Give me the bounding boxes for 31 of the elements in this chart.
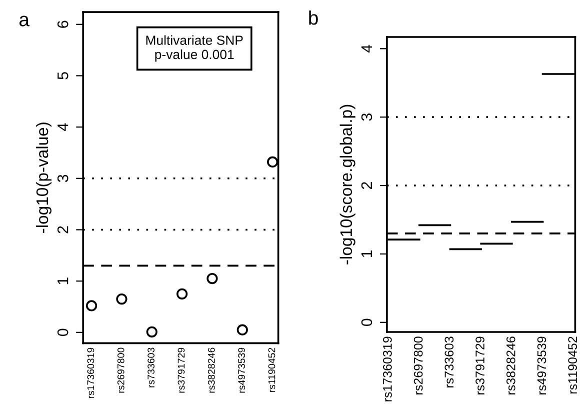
- x-tick-label: rs3828246: [506, 336, 516, 394]
- y-tick-label: 3: [57, 174, 68, 182]
- y-tick-label: 0: [57, 328, 68, 336]
- y-tick-label: 4: [361, 44, 372, 53]
- x-tick-label: rs4973539: [238, 348, 246, 393]
- y-tick-label: 0: [361, 318, 372, 326]
- x-tick-label: rs1190452: [268, 348, 276, 392]
- y-tick-label: 4: [58, 123, 68, 131]
- x-tick-label: rs3791729: [476, 336, 484, 394]
- y-tick-label: 1: [58, 278, 68, 284]
- y-tick-label: 5: [58, 72, 68, 80]
- annotation: Multivariate SNP p-value 0.001: [146, 35, 243, 62]
- x-tick-label: rs3791729: [178, 348, 185, 393]
- x-tick-label: rs1190452: [568, 336, 578, 394]
- x-tick-label: rs733603: [148, 348, 154, 388]
- chart-title: a: [19, 16, 30, 26]
- x-tick-label: rs17360319: [87, 348, 94, 398]
- x-tick-label: rs17360319: [382, 336, 392, 402]
- y-tick-label: 2: [361, 182, 372, 189]
- y-axis-title: -log10(p-value): [36, 122, 52, 233]
- chart-title: b: [309, 10, 318, 25]
- x-tick-label: rs2697800: [414, 336, 423, 394]
- x-tick-label: rs4973539: [537, 336, 546, 394]
- y-tick-label: 3: [361, 114, 372, 121]
- x-tick-label: rs2697800: [117, 348, 124, 393]
- y-axis-title: -log10(score.global.p): [340, 104, 356, 264]
- x-tick-label: rs733603: [444, 336, 454, 388]
- y-tick-label: 2: [57, 226, 68, 234]
- y-tick-label: 6: [57, 20, 68, 28]
- y-tick-label: 1: [361, 250, 372, 258]
- x-tick-label: rs3828246: [208, 348, 215, 393]
